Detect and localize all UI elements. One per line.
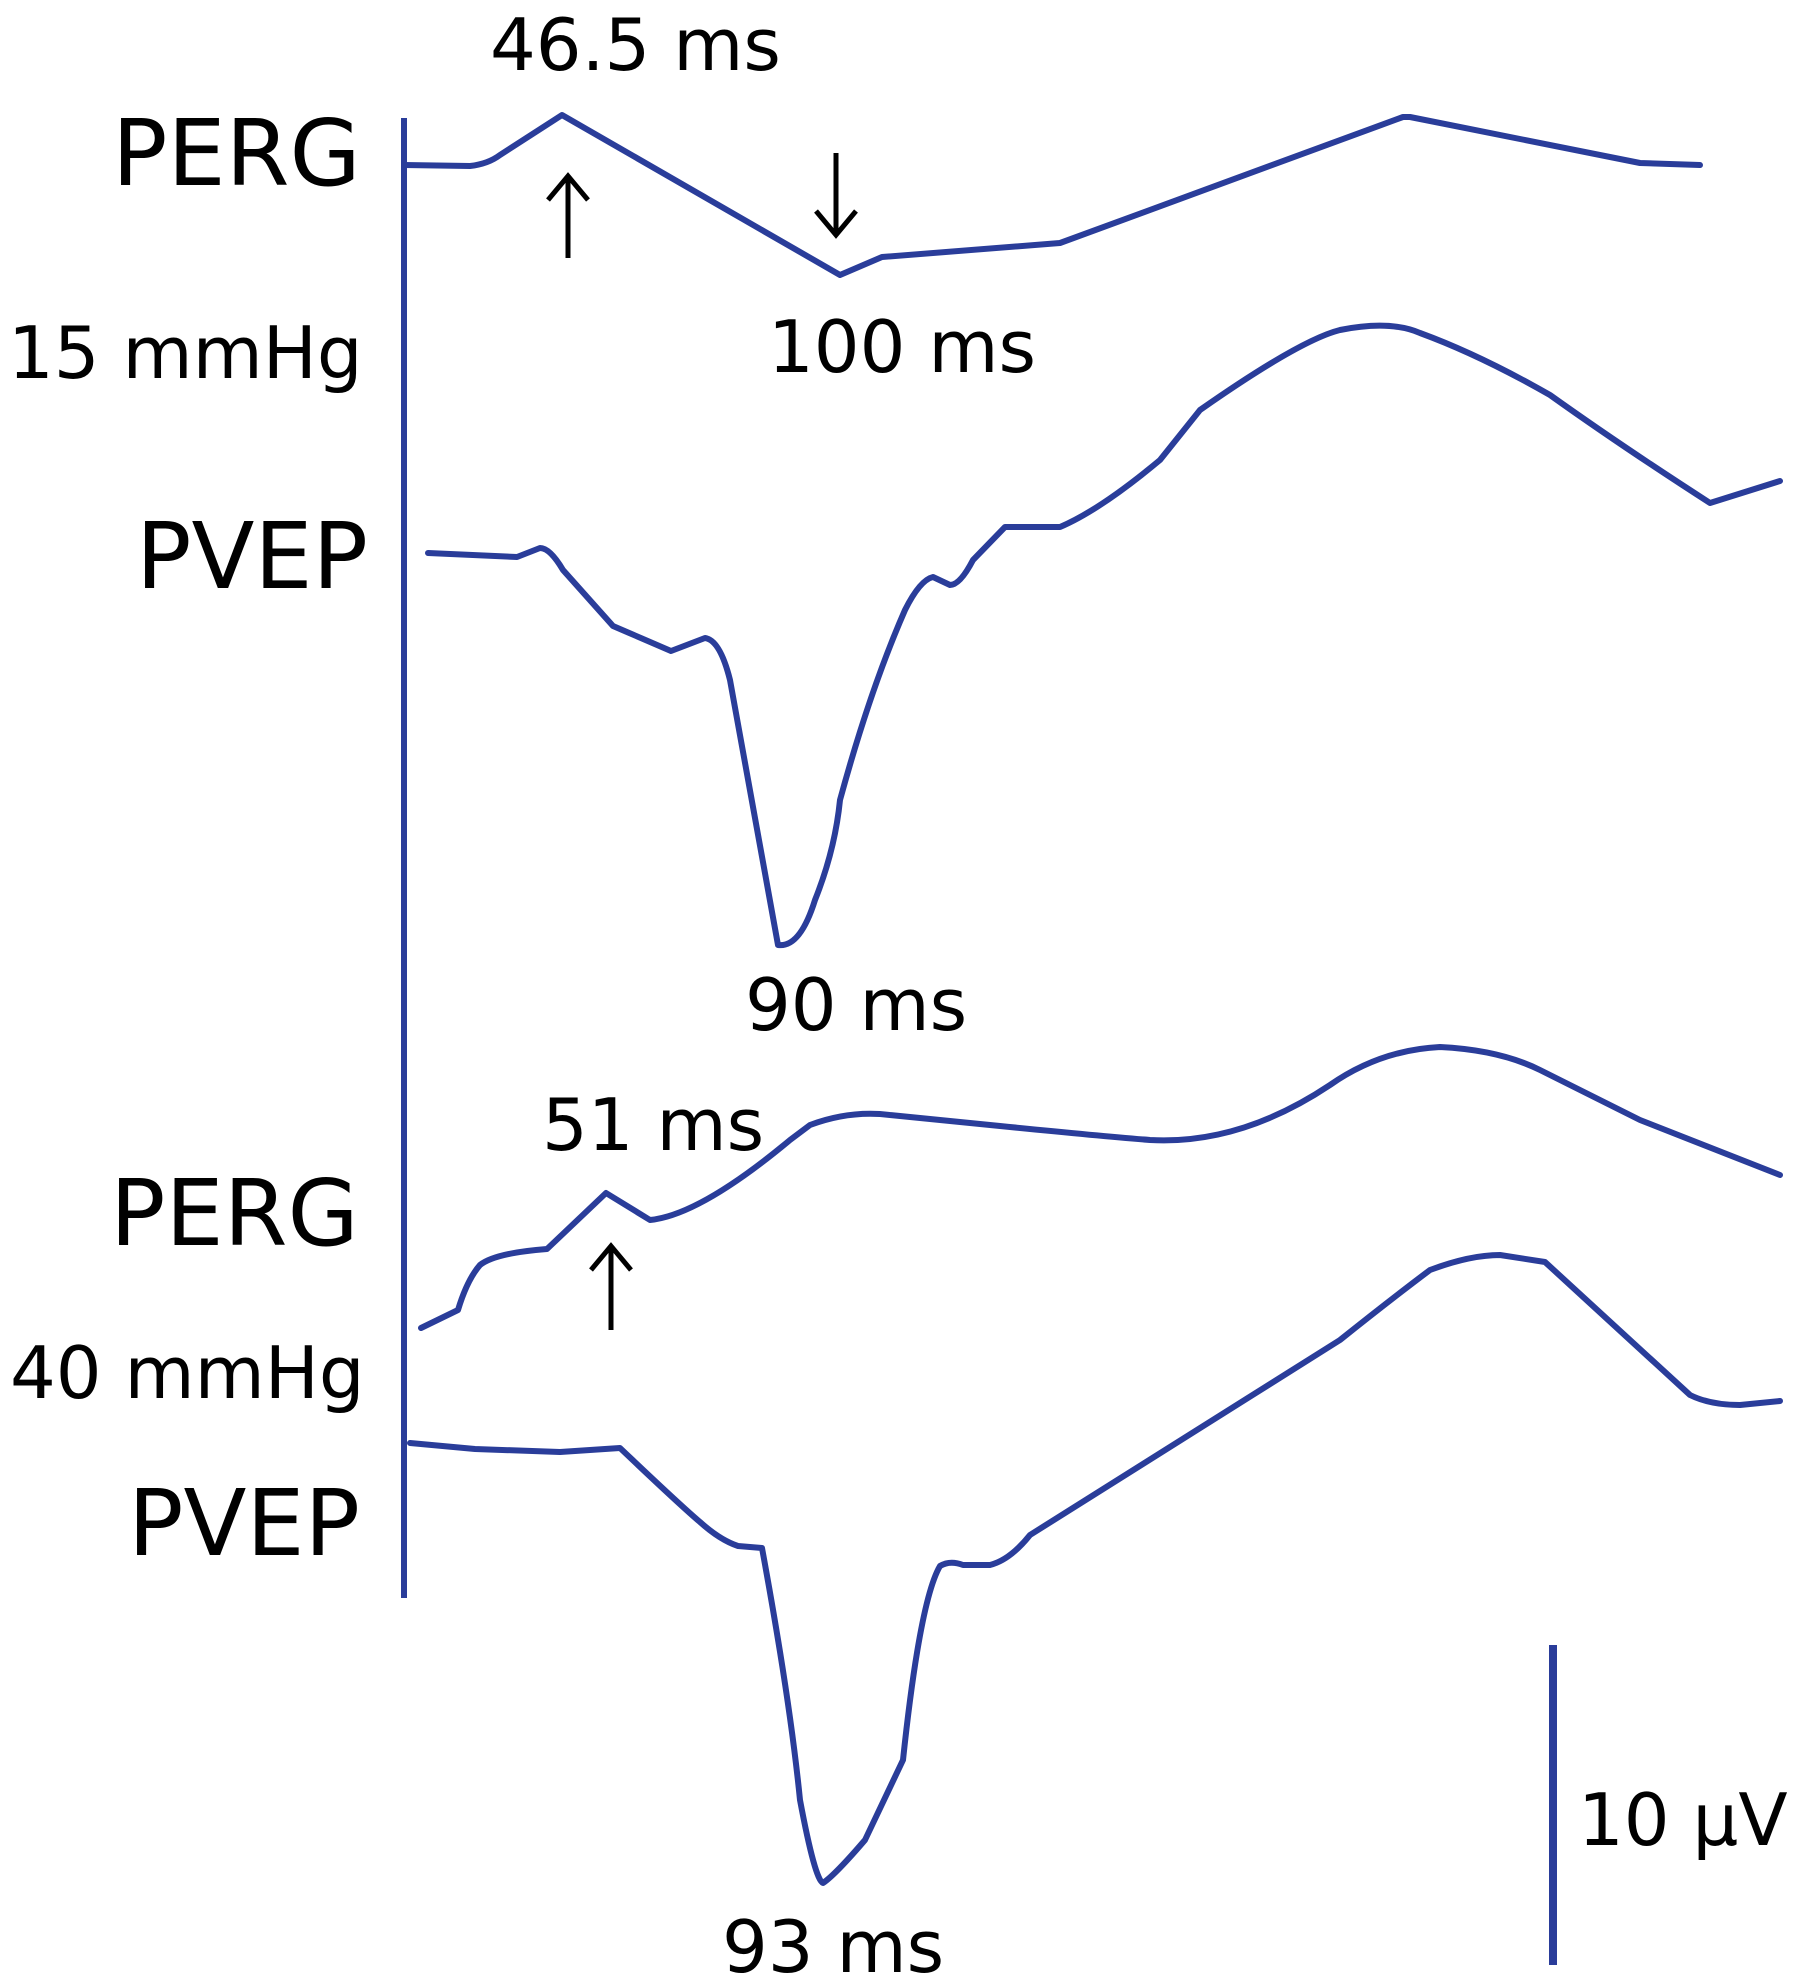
latency-label-perg-40-p50: 51 ms: [542, 1083, 764, 1167]
trace-perg-15-mmhg: [401, 112, 1703, 278]
series-label-pvep-15: PVEP: [136, 503, 368, 610]
trace-pvep-40-mmhg: [407, 1252, 1783, 1886]
latency-label-perg-15-p50: 46.5 ms: [490, 3, 781, 87]
up-arrow-icon: [589, 1242, 633, 1330]
trace-perg-40-mmhg: [418, 1044, 1783, 1331]
down-arrow-icon: [814, 153, 858, 239]
scale-bar-label: 10 µV: [1578, 1778, 1788, 1862]
series-label-perg-15: PERG: [112, 100, 361, 207]
pressure-label-15: 15 mmHg: [8, 311, 363, 395]
trace-pvep-15-mmhg: [425, 322, 1783, 949]
pressure-label-40: 40 mmHg: [10, 1331, 365, 1415]
series-label-pvep-40: PVEP: [128, 1470, 360, 1577]
up-arrow-icon: [546, 172, 590, 258]
latency-label-pvep-40: 93 ms: [722, 1905, 944, 1982]
series-label-perg-40: PERG: [110, 1160, 359, 1267]
latency-label-pvep-15: 90 ms: [745, 963, 967, 1047]
latency-label-perg-15-n95: 100 ms: [768, 305, 1036, 389]
